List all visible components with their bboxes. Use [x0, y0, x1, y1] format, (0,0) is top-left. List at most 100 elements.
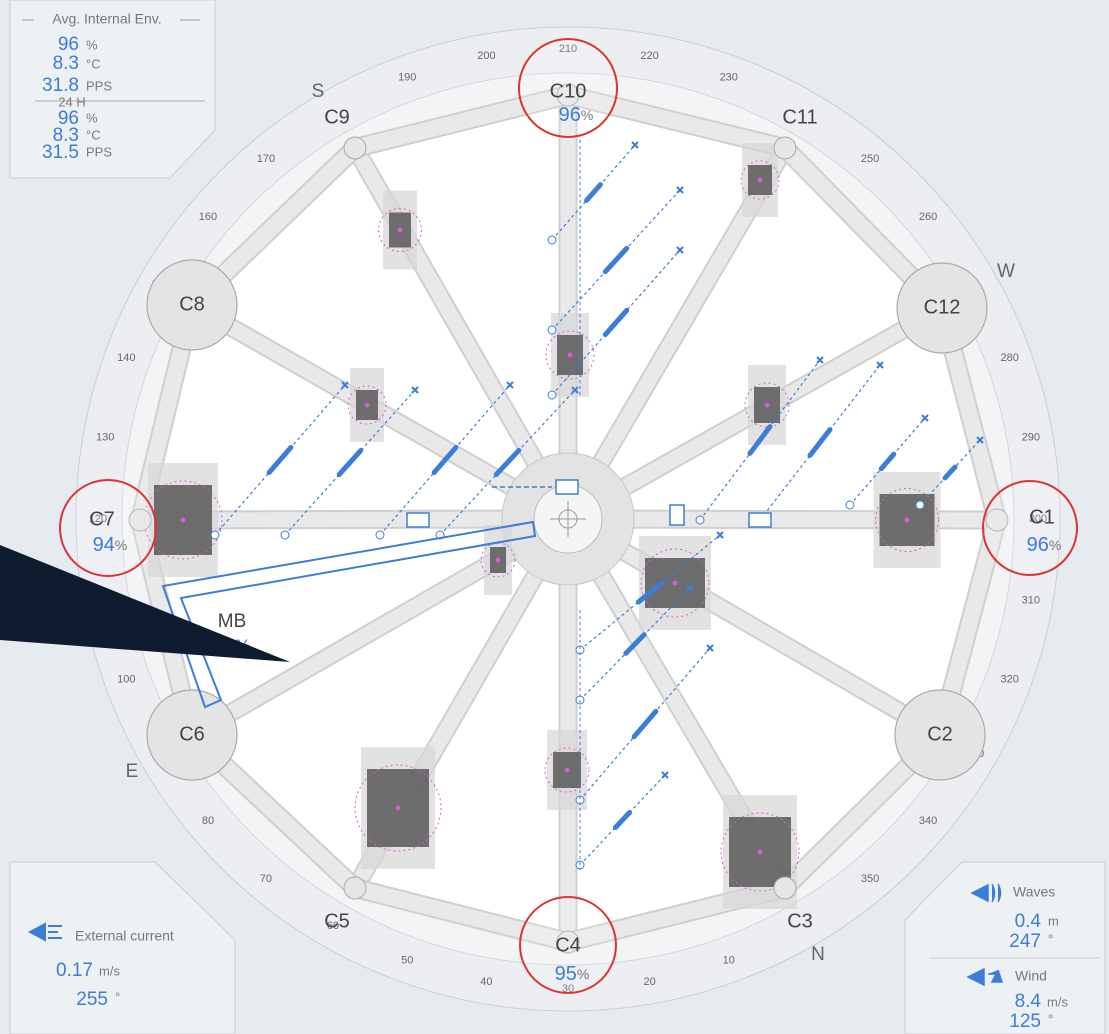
degree-label: 30: [562, 983, 574, 995]
degree-label: 210: [559, 43, 577, 55]
cage-label: C12: [924, 296, 961, 318]
panel-frame: [904, 861, 1106, 1034]
internal-env-panel: Avg. Internal Env. 96 % 8.3 °C 31.8 PPS …: [9, 0, 216, 179]
mb-outline: [161, 520, 537, 709]
sensor-end: [706, 644, 714, 652]
fill-unit: %: [1049, 537, 1061, 553]
sensor-segment: [623, 632, 647, 656]
cage-fill: 96%: [1027, 534, 1062, 556]
value: 0.17: [56, 960, 93, 981]
cage-fill: 96%: [559, 104, 594, 126]
value: 31.8: [42, 75, 79, 96]
range-ring: [744, 382, 790, 428]
cage: [982, 480, 1078, 576]
degree-label: 120: [89, 513, 107, 525]
value: 96: [58, 34, 79, 55]
sensor-end: [876, 361, 884, 369]
sensor-segment: [584, 182, 603, 203]
degree-label: 350: [861, 873, 879, 885]
cage-label: C3: [787, 910, 813, 932]
cage: [896, 262, 988, 354]
value: 125: [1009, 1011, 1041, 1032]
degree-label: 230: [720, 71, 738, 83]
degree-label: 250: [861, 153, 879, 165]
panel-title: Wind: [1015, 968, 1047, 984]
degree-label: 290: [1022, 431, 1040, 443]
fill-value: 95: [555, 963, 577, 985]
weather-panel: Waves 0.4 m 247 ° Wind 8.4 m/s 125 °: [904, 861, 1106, 1034]
value: 8.4: [1015, 991, 1042, 1012]
cage-node: [773, 876, 797, 900]
mb-label: MB: [218, 611, 247, 632]
degree-label: 20: [643, 976, 655, 988]
unit: m: [1048, 913, 1059, 928]
degree-label: 280: [1000, 352, 1018, 364]
degree-label: 200: [477, 50, 495, 62]
sensor-segment: [635, 580, 665, 605]
camera: [748, 512, 772, 528]
sensor-segment: [612, 810, 633, 830]
sensor-segment: [266, 445, 294, 475]
cage-node: [343, 136, 367, 160]
degree-label: 50: [401, 955, 413, 967]
degree-label: 40: [480, 976, 492, 988]
cage-fill: 95%: [555, 963, 590, 985]
degree-label: 170: [257, 153, 275, 165]
fill-value: 96: [559, 104, 581, 126]
range-ring: [378, 208, 422, 252]
range-ring: [545, 330, 595, 380]
cage: [518, 38, 618, 138]
cardinal-label: N: [811, 944, 825, 965]
center-dot: [672, 580, 678, 586]
value: 255: [76, 989, 108, 1010]
range-ring: [354, 764, 442, 852]
cage-label: C6: [179, 723, 205, 745]
unit: °: [1048, 1011, 1053, 1026]
cage: [59, 479, 157, 577]
sensor-segment: [807, 427, 833, 458]
value: 31.5: [42, 142, 79, 163]
degree-label: 130: [96, 431, 114, 443]
degree-label: 320: [1000, 674, 1018, 686]
cage-node: [556, 930, 580, 954]
sensor-segment: [631, 708, 659, 740]
cardinal-label: S: [312, 81, 325, 102]
sensor-start: [915, 500, 925, 510]
sensor-segment: [431, 445, 459, 475]
sensor-segment: [602, 307, 630, 338]
sensor-end: [686, 584, 694, 592]
sensor-end: [676, 186, 684, 194]
cage: [894, 689, 986, 781]
cage: [519, 896, 617, 994]
center-dot: [567, 352, 573, 358]
degree-label: 260: [919, 211, 937, 223]
cage-label: C9: [324, 106, 350, 128]
panel-title: Avg. Internal Env.: [52, 11, 161, 27]
sensor-end: [716, 531, 724, 539]
sensor-line: [849, 417, 926, 506]
sensor-start: [210, 530, 220, 540]
sensor-end: [341, 381, 349, 389]
range-ring: [720, 812, 800, 892]
sensor-segment: [602, 245, 630, 275]
sensor-segment: [493, 447, 522, 478]
spoke: [564, 512, 944, 742]
center-dot: [180, 517, 186, 523]
sensor-start: [695, 515, 705, 525]
cage-label: C7: [89, 508, 115, 530]
sensor-end: [676, 246, 684, 254]
compass-layer: 1020304050607080100120130140150160170190…: [75, 26, 1061, 1012]
sensor-segment: [336, 447, 364, 478]
degree-label: 100: [117, 674, 135, 686]
sensor-segment: [878, 451, 897, 472]
range-ring: [875, 488, 939, 552]
camera: [555, 479, 579, 495]
fill-unit: %: [115, 537, 127, 553]
center-dot: [397, 227, 403, 233]
degree-label: 140: [117, 352, 135, 364]
sensor-start: [845, 500, 855, 510]
value: 0.4: [1015, 911, 1042, 932]
center-dot: [904, 517, 910, 523]
sensor-start: [547, 390, 557, 400]
